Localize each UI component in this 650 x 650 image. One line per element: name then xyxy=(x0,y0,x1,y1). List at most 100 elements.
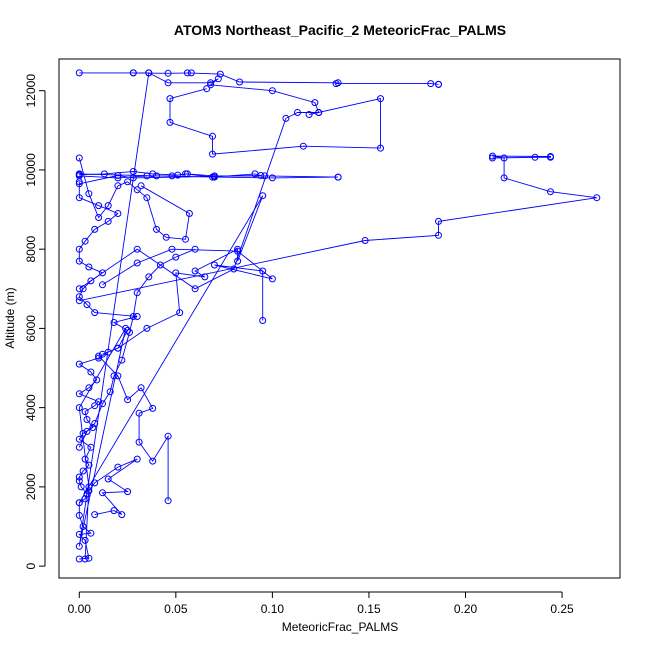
series-line xyxy=(78,72,150,560)
series-line xyxy=(98,355,169,501)
data-point xyxy=(153,225,160,233)
data-point xyxy=(133,289,141,297)
series-line xyxy=(79,72,439,85)
data-point xyxy=(95,398,103,406)
data-point xyxy=(75,435,83,443)
data-point xyxy=(129,313,137,320)
data-point xyxy=(168,245,176,253)
data-point xyxy=(114,463,122,471)
data-point xyxy=(500,174,508,182)
data-point xyxy=(191,245,199,253)
data-point xyxy=(257,172,265,179)
data-point xyxy=(427,80,435,88)
data-series xyxy=(75,192,267,507)
data-point xyxy=(191,267,199,275)
data-point xyxy=(110,319,118,326)
data-point xyxy=(87,277,95,285)
data-point xyxy=(164,69,172,77)
data-point xyxy=(106,388,114,396)
data-series xyxy=(75,245,199,451)
data-point xyxy=(500,154,508,162)
x-tick-label: 0.00 xyxy=(68,602,92,616)
data-point xyxy=(156,261,164,269)
data-point xyxy=(182,170,189,178)
data-point xyxy=(133,259,141,267)
data-point xyxy=(164,432,172,440)
data-point xyxy=(172,253,180,261)
x-tick-label: 0.05 xyxy=(164,602,188,616)
data-point xyxy=(162,233,170,241)
data-point xyxy=(83,427,91,435)
data-point xyxy=(81,555,89,563)
data-point xyxy=(191,285,199,293)
data-point xyxy=(149,170,157,178)
data-point xyxy=(75,297,83,305)
data-point xyxy=(75,180,83,188)
data-point xyxy=(216,70,224,78)
data-point xyxy=(75,404,83,412)
data-point xyxy=(95,214,103,221)
data-point xyxy=(305,111,313,118)
data-series xyxy=(85,455,141,519)
data-point xyxy=(234,247,242,255)
data-point xyxy=(91,511,99,519)
series-line xyxy=(79,112,319,290)
data-point xyxy=(114,372,122,380)
data-series xyxy=(75,109,323,293)
data-point xyxy=(75,245,83,253)
data-point xyxy=(547,188,554,196)
data-point xyxy=(135,438,143,446)
y-axis: 0 2000 4000 6000 8000 10000 12000 xyxy=(24,74,46,569)
data-point xyxy=(149,404,157,412)
data-point xyxy=(75,194,83,202)
data-series xyxy=(75,152,601,305)
data-point xyxy=(81,237,89,245)
data-point xyxy=(100,170,108,178)
y-axis-label: Altitude (m) xyxy=(3,287,17,348)
data-point xyxy=(176,309,184,317)
data-point xyxy=(435,231,442,239)
y-tick-label: 4000 xyxy=(24,394,38,421)
data-point xyxy=(166,118,174,126)
data-point xyxy=(75,477,83,485)
y-tick-label: 0 xyxy=(24,562,38,569)
data-point xyxy=(126,328,133,336)
data-point xyxy=(114,182,122,190)
data-point xyxy=(75,285,83,293)
data-point xyxy=(124,396,132,404)
data-point xyxy=(259,267,267,275)
data-point xyxy=(294,109,301,116)
data-point xyxy=(110,507,118,515)
data-point xyxy=(77,483,85,491)
data-point xyxy=(166,95,174,103)
data-point xyxy=(99,269,106,277)
data-point xyxy=(87,368,95,376)
data-point xyxy=(361,237,369,244)
data-point xyxy=(75,154,83,162)
data-point xyxy=(133,455,141,463)
data-point xyxy=(85,554,93,562)
data-point xyxy=(214,75,222,83)
data-point xyxy=(311,99,319,107)
data-point xyxy=(124,488,132,496)
data-point xyxy=(75,499,83,507)
data-point xyxy=(118,356,126,364)
data-point xyxy=(104,475,112,483)
data-point xyxy=(268,174,276,182)
plot-frame xyxy=(58,58,621,579)
data-point xyxy=(85,190,93,198)
data-series xyxy=(75,69,153,563)
data-point xyxy=(104,202,112,210)
data-point xyxy=(268,87,276,95)
data-point xyxy=(87,529,95,537)
data-point xyxy=(99,489,106,497)
data-point xyxy=(99,281,106,289)
series-line xyxy=(78,195,264,503)
data-point xyxy=(203,85,211,93)
y-tick-label: 6000 xyxy=(24,315,38,342)
data-point xyxy=(75,530,83,538)
data-point xyxy=(268,275,276,283)
series-line xyxy=(79,155,597,302)
data-point xyxy=(75,69,83,77)
data-point xyxy=(99,350,106,358)
